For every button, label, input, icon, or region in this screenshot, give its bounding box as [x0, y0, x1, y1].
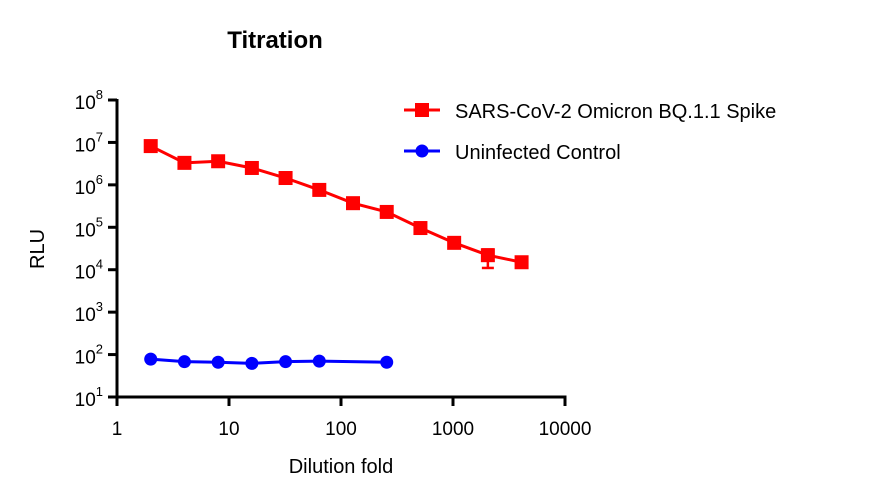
- legend-item: Uninfected Control: [404, 142, 621, 164]
- y-tick-base: 10: [75, 220, 96, 241]
- square-marker: [379, 204, 394, 219]
- y-tick-label: 105: [75, 214, 103, 241]
- circle-marker: [144, 352, 158, 366]
- y-tick-base: 10: [75, 348, 96, 369]
- square-marker: [413, 221, 428, 236]
- y-tick-label: 101: [75, 384, 103, 411]
- y-tick-exponent: 5: [96, 214, 103, 229]
- x-tick-label: 1000: [432, 419, 474, 440]
- y-tick-label: 102: [75, 342, 103, 369]
- y-tick-exponent: 8: [96, 87, 103, 102]
- square-marker: [177, 155, 192, 170]
- data-marks: [143, 139, 529, 370]
- y-tick-base: 10: [75, 135, 96, 156]
- y-tick-label: 104: [75, 257, 103, 284]
- x-tick-label: 10: [218, 419, 239, 440]
- y-tick-exponent: 7: [96, 129, 103, 144]
- x-axis-label: Dilution fold: [289, 456, 394, 478]
- y-tick-label: 106: [75, 172, 103, 199]
- y-tick-label: 103: [75, 299, 103, 326]
- legend: SARS-CoV-2 Omicron BQ.1.1 Spike Uninfecte…: [404, 101, 776, 164]
- legend-label: SARS-CoV-2 Omicron BQ.1.1 Spike: [455, 101, 776, 123]
- y-tick-exponent: 1: [96, 384, 103, 399]
- y-tick-base: 10: [75, 390, 96, 411]
- circle-marker: [279, 355, 293, 369]
- square-marker: [143, 139, 158, 154]
- circle-marker: [312, 354, 326, 368]
- square-marker: [346, 196, 361, 211]
- chart-title: Titration: [227, 27, 323, 54]
- y-tick-base: 10: [75, 263, 96, 284]
- square-marker: [312, 182, 327, 197]
- square-marker: [244, 160, 259, 175]
- series-bq11-spike: [143, 139, 529, 270]
- y-tick-base: 10: [75, 93, 96, 114]
- x-tick-label: 10000: [539, 419, 592, 440]
- y-tick-label: 108: [75, 87, 103, 114]
- square-marker: [514, 255, 529, 270]
- y-tick-base: 10: [75, 178, 96, 199]
- square-marker: [480, 248, 495, 263]
- legend-item: SARS-CoV-2 Omicron BQ.1.1 Spike: [404, 101, 776, 123]
- square-marker: [211, 154, 226, 169]
- square-marker: [415, 103, 429, 117]
- square-marker: [278, 171, 293, 186]
- circle-marker: [211, 355, 225, 369]
- y-tick-exponent: 6: [96, 172, 103, 187]
- y-tick-base: 10: [75, 305, 96, 326]
- x-tick-label: 1: [112, 419, 123, 440]
- y-tick-label: 107: [75, 129, 103, 156]
- circle-marker: [380, 355, 394, 369]
- y-axis-label: RLU: [27, 229, 49, 269]
- square-marker: [447, 235, 462, 250]
- circle-marker: [177, 355, 191, 369]
- x-tick-label: 100: [325, 419, 357, 440]
- y-tick-exponent: 2: [96, 342, 103, 357]
- y-tick-exponent: 4: [96, 257, 103, 272]
- legend-label: Uninfected Control: [455, 142, 621, 164]
- circle-marker: [415, 144, 429, 158]
- circle-marker: [245, 356, 259, 370]
- y-tick-exponent: 3: [96, 299, 103, 314]
- series-uninfected-control: [144, 352, 394, 370]
